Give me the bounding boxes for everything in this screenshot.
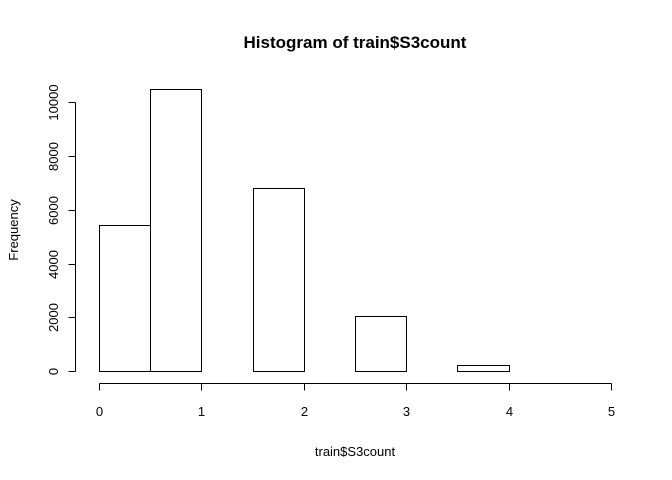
y-tick-label: 6000 bbox=[46, 196, 61, 225]
x-tick-label: 1 bbox=[198, 404, 205, 419]
x-tick-label: 2 bbox=[301, 404, 308, 419]
x-tick-label: 3 bbox=[403, 404, 410, 419]
chart-title: Histogram of train$S3count bbox=[244, 33, 467, 52]
histogram-bar bbox=[99, 225, 151, 372]
y-axis: 0 2000 4000 6000 8000 10000 bbox=[46, 84, 76, 375]
y-tick-label: 8000 bbox=[46, 142, 61, 171]
x-tick-label: 0 bbox=[96, 404, 103, 419]
y-tick-label: 4000 bbox=[46, 250, 61, 279]
y-tick-label: 10000 bbox=[46, 84, 61, 120]
x-tick-label: 4 bbox=[506, 404, 513, 419]
histogram-bar bbox=[150, 89, 202, 372]
histogram-bar bbox=[355, 316, 407, 372]
x-axis-label: train$S3count bbox=[315, 444, 396, 459]
histogram-bar bbox=[457, 365, 510, 372]
y-tick-label: 0 bbox=[46, 368, 61, 375]
y-axis-label: Frequency bbox=[6, 199, 21, 261]
x-tick-label: 5 bbox=[608, 404, 615, 419]
histogram-bar bbox=[253, 188, 305, 372]
bars-group bbox=[99, 89, 510, 372]
x-axis: 0 1 2 3 4 5 bbox=[96, 383, 615, 419]
y-tick-label: 2000 bbox=[46, 303, 61, 332]
